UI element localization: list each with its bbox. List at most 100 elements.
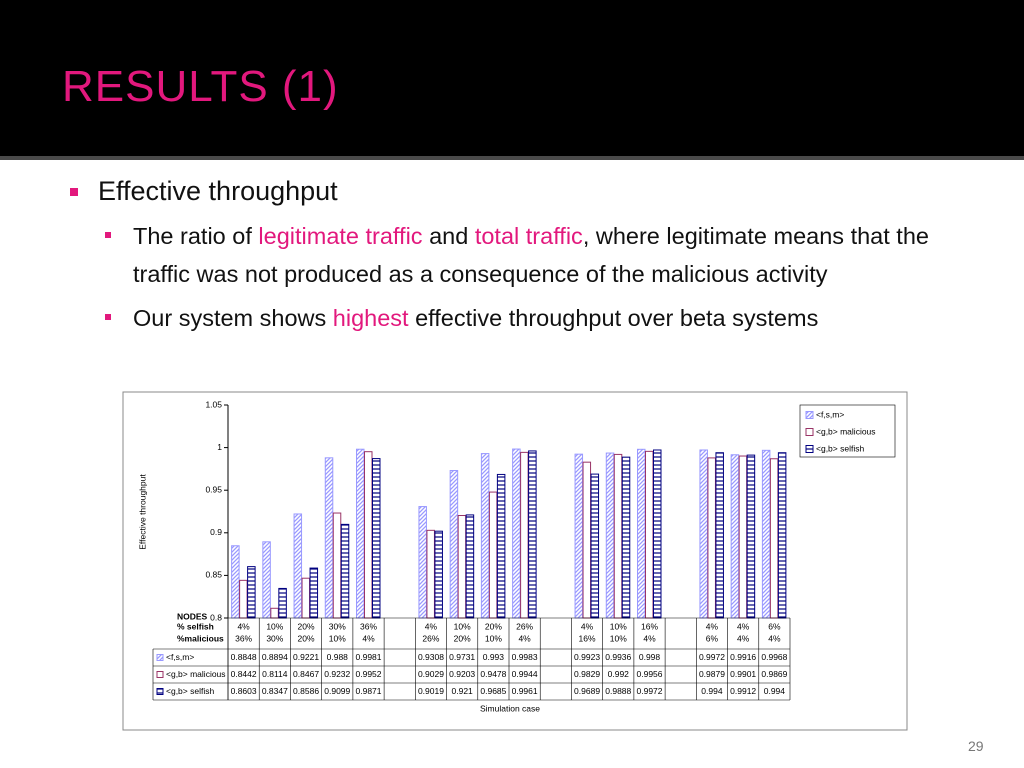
bar	[324, 457, 334, 619]
bar	[613, 453, 623, 619]
y-tick-label: 0.95	[205, 484, 222, 494]
table-value: 0.9685	[480, 686, 506, 696]
bullet-marker	[105, 232, 111, 238]
bar	[605, 452, 615, 619]
bar	[340, 523, 350, 619]
table-value: 0.9869	[761, 669, 787, 679]
bar	[528, 450, 537, 619]
bullet-text: The ratio of	[133, 223, 259, 249]
bar	[738, 455, 748, 619]
slide-title: RESULTS (1)	[62, 62, 339, 111]
bar	[621, 456, 631, 619]
bar	[746, 454, 756, 619]
table-value: 0.9879	[699, 669, 725, 679]
legend-box	[799, 404, 896, 458]
table-value: 0.9968	[761, 652, 787, 662]
table-value: 0.9871	[356, 686, 382, 696]
highlight-text: legitimate traffic	[258, 223, 423, 249]
x-tick-label: 4%	[706, 621, 719, 631]
bar	[637, 448, 646, 619]
sub-bullet: The ratio of legitimate traffic and tota…	[105, 217, 953, 293]
x-tick-label: 6%	[768, 621, 781, 631]
x-tick-label: 10%	[610, 621, 627, 631]
x-tick-label: 20%	[485, 621, 502, 631]
y-tick-label: 0.9	[210, 527, 222, 537]
bar	[707, 457, 716, 619]
x-tick-label: 4%	[518, 633, 531, 643]
bar	[699, 449, 708, 619]
x-tick-label: 4%	[737, 621, 750, 631]
x-tick-label: 26%	[422, 633, 439, 643]
bar	[262, 541, 271, 619]
table-value: 0.9923	[574, 652, 600, 662]
table-value: 0.9956	[637, 669, 663, 679]
table-value: 0.9731	[449, 652, 475, 662]
bar	[769, 458, 779, 619]
x-tick-label: 30%	[329, 621, 346, 631]
table-series-name: <g,b> malicious	[166, 669, 226, 679]
x-tick-label: 10%	[485, 633, 502, 643]
x-tick-label: 4%	[362, 633, 375, 643]
bar	[356, 448, 365, 619]
bullet-marker	[70, 188, 78, 196]
table-value: 0.9029	[418, 669, 444, 679]
bar	[465, 514, 475, 619]
table-value: 0.9232	[324, 669, 350, 679]
bar	[777, 452, 787, 619]
bar	[512, 448, 521, 619]
table-value: 0.994	[764, 686, 786, 696]
table-value: 0.9912	[730, 686, 756, 696]
bullet-text: Our system shows	[133, 305, 333, 331]
bar	[372, 458, 381, 619]
table-value: 0.8114	[262, 669, 288, 679]
bullet-marker	[105, 314, 111, 320]
x-tick-label: 4%	[581, 621, 594, 631]
table-value: 0.998	[639, 652, 661, 662]
table-swatch	[156, 671, 164, 678]
table-value: 0.8848	[231, 652, 257, 662]
highlight-text: highest	[332, 305, 409, 331]
row-label: % selfish	[177, 621, 214, 631]
x-tick-label: 4%	[237, 621, 250, 631]
highlight-text: total traffic	[474, 223, 583, 249]
table-value: 0.9961	[512, 686, 538, 696]
bar	[247, 566, 256, 619]
x-tick-label: 16%	[579, 633, 596, 643]
legend-swatch	[805, 411, 814, 419]
table-value: 0.9829	[574, 669, 600, 679]
table-value: 0.9983	[512, 652, 538, 662]
legend-swatch	[805, 445, 814, 453]
bar	[364, 451, 373, 619]
row-label: NODES	[177, 611, 208, 621]
y-tick-label: 1	[217, 442, 222, 452]
bar	[645, 450, 654, 619]
table-value: 0.8467	[293, 669, 319, 679]
y-tick-label: 1.05	[205, 399, 222, 409]
y-tick-label: 0.85	[205, 570, 222, 580]
bar	[457, 515, 467, 619]
table-value: 0.9478	[480, 669, 506, 679]
table-value: 0.992	[608, 669, 630, 679]
x-tick-label: 4%	[737, 633, 750, 643]
bar	[480, 453, 490, 619]
table-value: 0.9981	[356, 652, 382, 662]
bar	[730, 454, 740, 619]
bar	[520, 451, 529, 619]
bar	[239, 579, 248, 619]
bar	[761, 449, 771, 619]
table-value: 0.8894	[262, 652, 288, 662]
x-tick-label: 26%	[516, 621, 533, 631]
table-value: 0.8603	[231, 686, 257, 696]
bar	[434, 530, 443, 619]
x-tick-label: 10%	[266, 621, 283, 631]
bar	[590, 473, 600, 619]
y-axis-label: Effective throughput	[137, 474, 147, 550]
bar	[574, 453, 584, 619]
legend-label: <f,s,m>	[816, 409, 844, 419]
bullet: Effective throughput	[70, 176, 990, 207]
table-value: 0.8586	[293, 686, 319, 696]
legend-label: <g,b> malicious	[816, 426, 876, 436]
bar	[332, 512, 342, 619]
x-axis-label: Simulation case	[480, 703, 540, 713]
